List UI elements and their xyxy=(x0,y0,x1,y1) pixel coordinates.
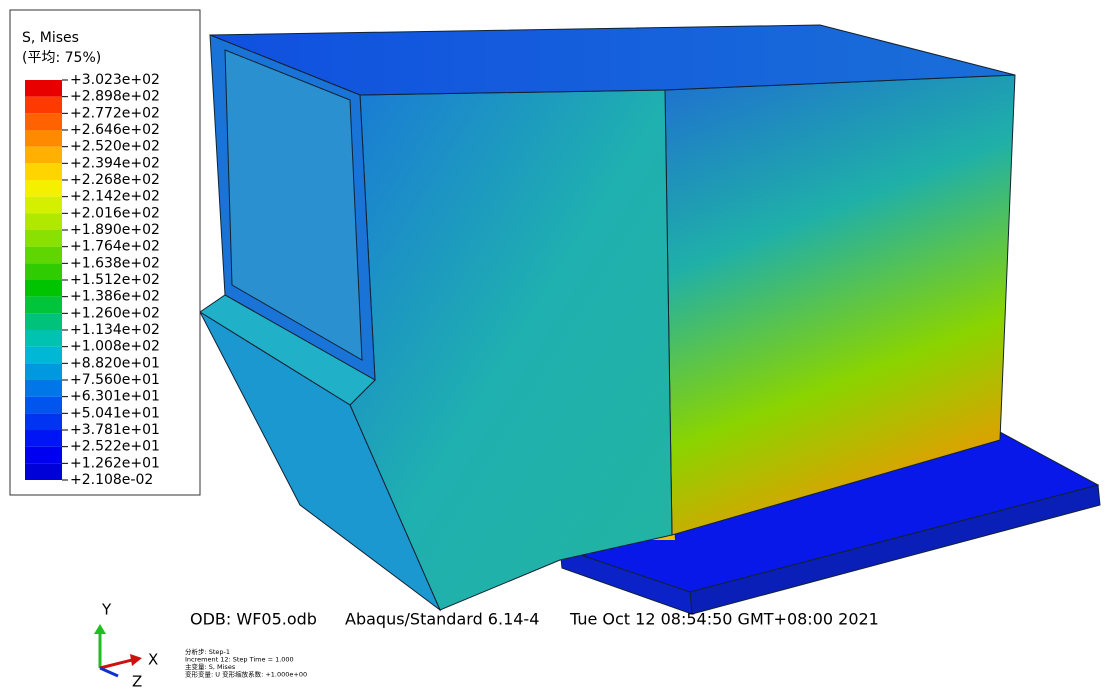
axis-x: X xyxy=(148,651,158,669)
legend-swatch xyxy=(25,347,62,364)
legend-level: +6.301e+01 xyxy=(70,389,160,405)
legend-level: +1.262e+01 xyxy=(70,455,160,471)
legend-level: +3.781e+01 xyxy=(70,422,160,438)
triad: Y X Z xyxy=(94,601,158,688)
solver: Abaqus/Standard 6.14-4 xyxy=(345,610,539,629)
legend-level: +2.646e+02 xyxy=(70,122,160,138)
legend-swatch xyxy=(25,397,62,414)
legend-level: +2.142e+02 xyxy=(70,189,160,205)
timestamp: Tue Oct 12 08:54:50 GMT+08:00 2021 xyxy=(569,610,879,629)
legend-level: +1.638e+02 xyxy=(70,255,160,271)
legend-swatch xyxy=(25,363,62,380)
legend-swatch xyxy=(25,430,62,447)
legend-swatch xyxy=(25,163,62,180)
legend-level: +2.898e+02 xyxy=(70,89,160,105)
axis-z: Z xyxy=(132,673,142,688)
legend-swatch xyxy=(25,97,62,114)
legend-scale: +3.023e+02+2.898e+02+2.772e+02+2.646e+02… xyxy=(25,72,160,488)
legend-level: +2.016e+02 xyxy=(70,205,160,221)
legend-swatch xyxy=(25,113,62,130)
model xyxy=(200,25,1100,614)
legend-swatch xyxy=(25,447,62,464)
legend-swatch xyxy=(25,263,62,280)
legend-level: +2.522e+01 xyxy=(70,439,160,455)
legend-title: S, Mises xyxy=(22,30,79,46)
legend-level: +1.512e+02 xyxy=(70,272,160,288)
legend-level: +1.890e+02 xyxy=(70,222,160,238)
odb-name: ODB: WF05.odb xyxy=(190,610,317,629)
axis-y: Y xyxy=(101,601,112,619)
legend-swatch xyxy=(25,147,62,164)
legend-swatch xyxy=(25,380,62,397)
legend-swatch xyxy=(25,413,62,430)
legend-level: +8.820e+01 xyxy=(70,355,160,371)
legend-level: +2.520e+02 xyxy=(70,139,160,155)
legend-level: +2.772e+02 xyxy=(70,105,160,121)
info-line: 变形变量: U 变形缩放系数: +1.000e+00 xyxy=(185,670,307,679)
legend-swatch xyxy=(25,313,62,330)
legend-level: +1.008e+02 xyxy=(70,339,160,355)
legend-level: +5.041e+01 xyxy=(70,405,160,421)
viewport: S, Mises (平均: 75%) +3.023e+02+2.898e+02+… xyxy=(0,0,1105,687)
legend-swatch xyxy=(25,213,62,230)
legend-swatch xyxy=(25,80,62,97)
legend-swatch xyxy=(25,330,62,347)
legend-swatch xyxy=(25,130,62,147)
legend-swatch xyxy=(25,280,62,297)
legend-swatch xyxy=(25,230,62,247)
legend-level: +1.764e+02 xyxy=(70,239,160,255)
legend-level: +3.023e+02 xyxy=(70,72,160,88)
legend-swatch xyxy=(25,297,62,314)
legend-swatch xyxy=(25,247,62,264)
legend-level: +1.386e+02 xyxy=(70,289,160,305)
legend-swatch xyxy=(25,463,62,480)
legend-level: +2.108e-02 xyxy=(70,472,153,488)
legend-subtitle: (平均: 75%) xyxy=(22,50,101,66)
legend-level: +1.134e+02 xyxy=(70,322,160,338)
legend-swatch xyxy=(25,197,62,214)
legend-swatch xyxy=(25,180,62,197)
legend-level: +7.560e+01 xyxy=(70,372,160,388)
legend-level: +1.260e+02 xyxy=(70,305,160,321)
legend-level: +2.394e+02 xyxy=(70,155,160,171)
legend-level: +2.268e+02 xyxy=(70,172,160,188)
